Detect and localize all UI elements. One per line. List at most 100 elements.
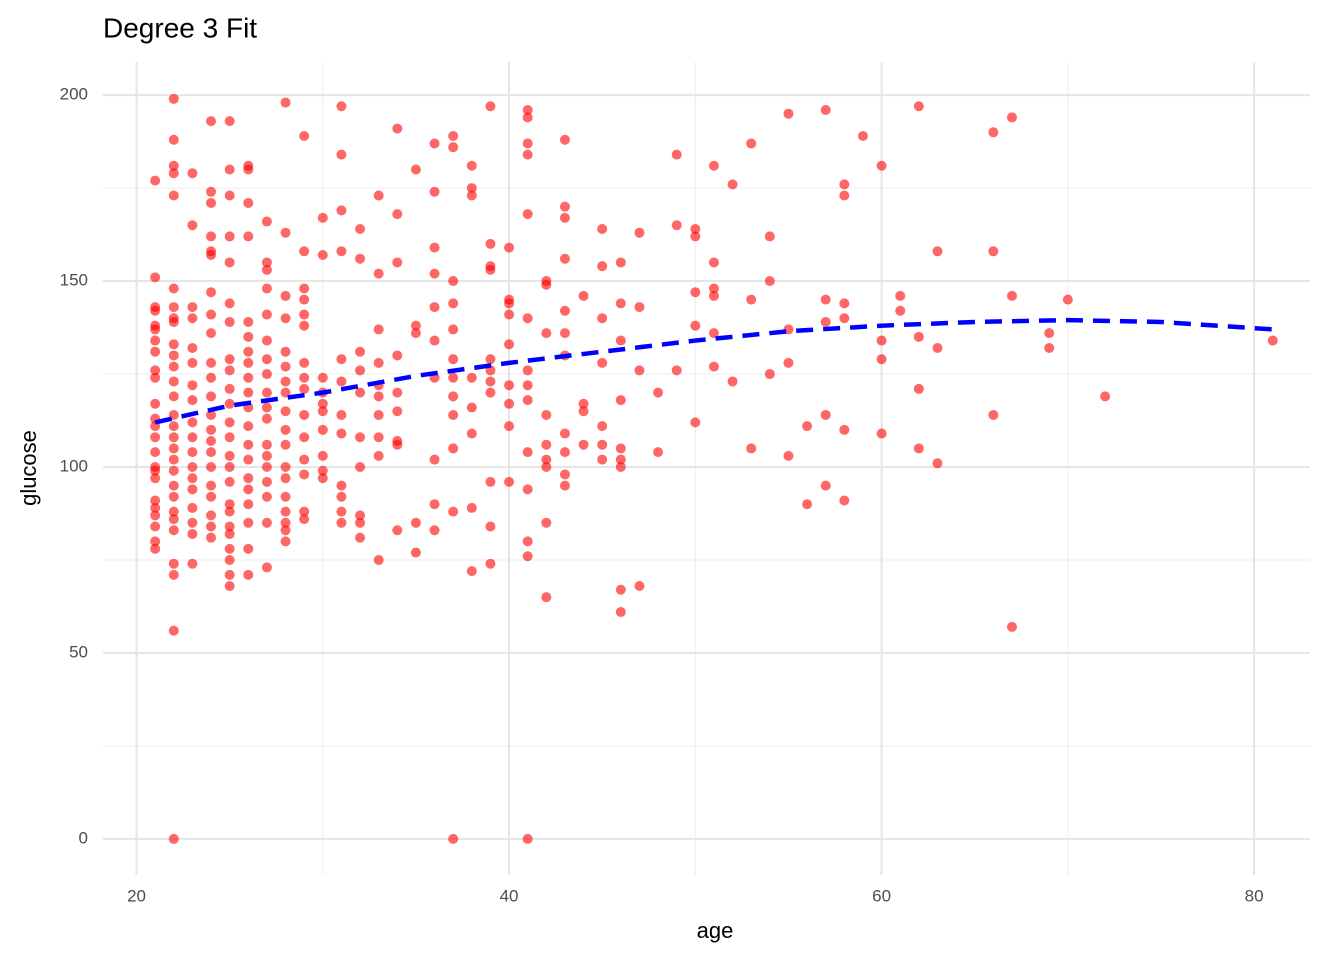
point xyxy=(243,231,254,242)
point xyxy=(150,175,161,186)
point xyxy=(634,581,645,592)
y-tick-label: 0 xyxy=(79,828,88,847)
x-tick-label: 40 xyxy=(500,886,519,905)
point xyxy=(1006,112,1017,123)
point xyxy=(597,421,608,432)
point xyxy=(448,142,459,153)
point xyxy=(317,406,328,417)
point xyxy=(522,149,533,160)
point xyxy=(727,179,738,190)
point xyxy=(224,528,235,539)
point xyxy=(280,439,291,450)
point xyxy=(187,484,198,495)
point xyxy=(299,506,310,517)
point xyxy=(1062,294,1073,305)
point xyxy=(690,287,701,298)
point xyxy=(504,242,515,253)
point xyxy=(243,517,254,528)
point xyxy=(429,302,440,313)
point xyxy=(261,476,272,487)
point xyxy=(150,272,161,283)
point xyxy=(317,212,328,223)
point xyxy=(839,424,850,435)
point xyxy=(224,476,235,487)
point xyxy=(150,398,161,409)
point xyxy=(317,398,328,409)
point xyxy=(261,517,272,528)
point xyxy=(746,443,757,454)
point xyxy=(280,424,291,435)
point xyxy=(261,335,272,346)
point xyxy=(466,428,477,439)
point xyxy=(317,473,328,484)
point xyxy=(615,607,626,618)
point xyxy=(690,223,701,234)
point xyxy=(168,514,179,525)
point xyxy=(373,357,384,368)
point xyxy=(206,372,217,383)
point xyxy=(448,443,459,454)
point xyxy=(280,97,291,108)
point xyxy=(206,491,217,502)
point xyxy=(187,432,198,443)
point xyxy=(261,283,272,294)
point xyxy=(653,387,664,398)
point xyxy=(839,495,850,506)
point xyxy=(615,584,626,595)
point xyxy=(597,261,608,272)
point xyxy=(224,499,235,510)
point xyxy=(299,357,310,368)
point xyxy=(764,276,775,287)
point xyxy=(522,484,533,495)
point xyxy=(336,491,347,502)
point xyxy=(876,335,887,346)
point xyxy=(299,383,310,394)
point xyxy=(522,313,533,324)
point xyxy=(243,372,254,383)
point xyxy=(615,443,626,454)
point xyxy=(392,525,403,536)
point xyxy=(280,506,291,517)
point xyxy=(392,209,403,220)
point xyxy=(261,369,272,380)
point xyxy=(261,354,272,365)
point xyxy=(168,454,179,465)
point xyxy=(280,473,291,484)
point xyxy=(597,357,608,368)
point xyxy=(206,462,217,473)
point xyxy=(913,383,924,394)
point xyxy=(466,372,477,383)
point xyxy=(727,376,738,387)
point xyxy=(578,439,589,450)
point xyxy=(150,495,161,506)
point xyxy=(522,112,533,123)
point xyxy=(187,395,198,406)
point xyxy=(504,421,515,432)
point xyxy=(448,372,459,383)
point xyxy=(224,164,235,175)
point xyxy=(820,104,831,115)
point xyxy=(261,562,272,573)
point xyxy=(243,439,254,450)
point xyxy=(336,149,347,160)
point xyxy=(615,257,626,268)
point xyxy=(150,335,161,346)
point xyxy=(522,447,533,458)
point xyxy=(839,298,850,309)
point xyxy=(429,268,440,279)
point xyxy=(522,380,533,391)
point xyxy=(243,316,254,327)
point xyxy=(150,465,161,476)
point xyxy=(373,450,384,461)
point xyxy=(373,432,384,443)
point xyxy=(392,387,403,398)
point xyxy=(261,402,272,413)
point xyxy=(522,536,533,547)
point xyxy=(559,469,570,480)
point xyxy=(261,264,272,275)
point xyxy=(187,357,198,368)
point xyxy=(187,517,198,528)
point xyxy=(206,116,217,127)
point xyxy=(429,186,440,197)
point xyxy=(448,391,459,402)
